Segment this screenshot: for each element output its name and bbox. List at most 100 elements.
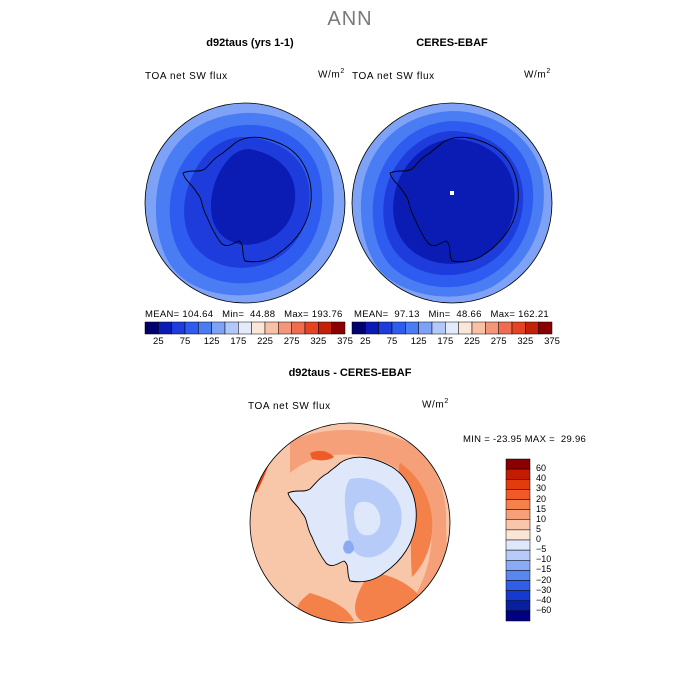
colorbar-tick-label: 325 (517, 336, 534, 347)
polar-map-diff (249, 422, 451, 624)
colorbar-tick-label: 325 (310, 336, 327, 347)
figure-title: ANN (327, 8, 373, 30)
panel-title-model: d92taus (yrs 1-1) (206, 37, 294, 49)
antarctica-coastline (182, 136, 312, 263)
colorbar-swatch (505, 590, 531, 601)
colorbar-diff-labels: 60 40 30 20 15 10 5 0 −5 −10 −15 −20 −30 −40 −60 (536, 459, 576, 621)
colorbar-swatch (538, 321, 553, 335)
colorbar-swatch (505, 549, 531, 561)
panel-variable-label: TOA net SW flux (248, 401, 331, 412)
polar-map-obs (351, 102, 553, 304)
colorbar-swatch (505, 610, 531, 622)
antarctica-coastline (287, 456, 417, 583)
colorbar-swatch (291, 321, 306, 335)
colorbar-swatch (445, 321, 459, 335)
colorbar-swatch (158, 321, 172, 335)
colorbar-tick-label: 40 (536, 473, 547, 484)
panel-units-label: W/m2 (318, 68, 345, 81)
colorbar-swatch (378, 321, 393, 335)
colorbar-swatch (511, 321, 526, 335)
colorbar-swatch (318, 321, 332, 335)
colorbar-tick-label: 125 (203, 336, 220, 347)
colorbar-swatch (505, 529, 531, 541)
colorbar-swatch (505, 560, 531, 571)
colorbar-tick-label: 30 (536, 483, 547, 494)
colorbar-swatch (264, 321, 279, 335)
colorbar-swatch (224, 321, 239, 335)
colorbar-swatch (351, 321, 366, 335)
colorbar-labels-1: 25 75 125 175 225 275 325 375 (145, 336, 353, 350)
panel-variable-label: TOA net SW flux (145, 71, 228, 82)
colorbar-tick-label: 375 (544, 336, 560, 347)
colorbar-tick-label: −30 (536, 584, 552, 595)
colorbar-tick-label: 175 (437, 336, 454, 347)
colorbar-swatch (278, 321, 292, 335)
colorbar-swatch (505, 580, 531, 591)
contour-fill (354, 501, 381, 536)
colorbar-swatch (391, 321, 406, 335)
colorbar-swatch (331, 321, 346, 335)
colorbar-main-2 (351, 321, 553, 335)
contour-fill (210, 149, 296, 245)
colorbar-swatch (251, 321, 266, 335)
colorbar-swatch (505, 479, 531, 490)
panel-title-obs: CERES-EBAF (416, 37, 488, 49)
colorbar-tick-label: 25 (360, 336, 371, 347)
colorbar-swatch (431, 321, 446, 335)
colorbar-swatch (505, 458, 531, 470)
colorbar-tick-label: −15 (536, 564, 552, 575)
colorbar-swatch (505, 489, 531, 500)
colorbar-tick-label: 75 (179, 336, 191, 347)
colorbar-tick-label: 20 (536, 493, 547, 504)
colorbar-swatch (304, 321, 319, 335)
colorbar-swatch (471, 321, 486, 335)
colorbar-tick-label: −5 (536, 544, 547, 555)
colorbar-tick-label: 125 (410, 336, 427, 347)
polar-map-model (144, 102, 346, 304)
colorbar-swatch (144, 321, 159, 335)
colorbar-tick-label: −20 (536, 574, 552, 585)
antarctica-coastline (389, 136, 519, 263)
map-boundary (249, 422, 451, 624)
colorbar-main-1 (144, 321, 346, 335)
map-boundary (351, 102, 553, 304)
colorbar-tick-label: 225 (464, 336, 480, 347)
colorbar-labels-2: 25 75 125 175 225 275 325 375 (352, 336, 560, 350)
colorbar-tick-label: 25 (153, 336, 164, 347)
colorbar-tick-label: 75 (386, 336, 398, 347)
colorbar-tick-label: 225 (257, 336, 273, 347)
colorbar-tick-label: 175 (230, 336, 247, 347)
contour-fill (310, 450, 334, 461)
contour-fill (343, 540, 354, 554)
colorbar-tick-label: −10 (536, 554, 552, 565)
colorbar-swatch (505, 519, 531, 531)
colorbar-tick-label: 375 (337, 336, 353, 347)
colorbar-swatch (485, 321, 499, 335)
panel-variable-label: TOA net SW flux (352, 71, 435, 82)
panel-units-label: W/m2 (524, 68, 551, 81)
map-boundary (144, 102, 346, 304)
colorbar-swatch (505, 539, 531, 551)
colorbar-swatch (238, 321, 252, 335)
colorbar-tick-label: 275 (490, 336, 507, 347)
panel-units-label: W/m2 (422, 398, 449, 411)
colorbar-swatch (525, 321, 539, 335)
colorbar-tick-label: 5 (536, 523, 542, 534)
colorbar-tick-label: −60 (536, 604, 552, 615)
panel-stats-minmax: MIN = -23.95 MAX = 29.96 (463, 434, 587, 445)
colorbar-tick-label: 10 (536, 513, 547, 524)
colorbar-swatch (184, 321, 199, 335)
colorbar-swatch (171, 321, 186, 335)
colorbar-swatch (505, 499, 531, 510)
colorbar-diff (505, 458, 531, 622)
colorbar-tick-label: −40 (536, 594, 552, 605)
colorbar-swatch (505, 509, 531, 520)
colorbar-swatch (365, 321, 379, 335)
colorbar-swatch (418, 321, 433, 335)
colorbar-swatch (498, 321, 513, 335)
contour-fill (393, 139, 515, 264)
colorbar-swatch (505, 570, 531, 581)
colorbar-swatch (458, 321, 473, 335)
colorbar-swatch (405, 321, 419, 335)
colorbar-swatch (505, 468, 531, 480)
